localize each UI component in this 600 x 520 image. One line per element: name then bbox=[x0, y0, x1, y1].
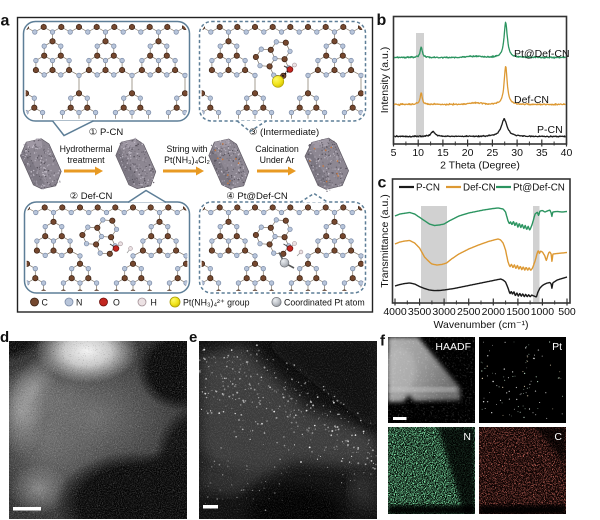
svg-text:Under Ar: Under Ar bbox=[260, 155, 295, 165]
svg-text:Wavenumber (cm⁻¹): Wavenumber (cm⁻¹) bbox=[434, 319, 529, 331]
svg-text:Pt(NH₃)₄²⁺ group: Pt(NH₃)₄²⁺ group bbox=[183, 298, 250, 308]
svg-text:25: 25 bbox=[487, 147, 499, 159]
svg-text:Pt: Pt bbox=[552, 341, 562, 353]
svg-text:Intensity (a.u.): Intensity (a.u.) bbox=[379, 47, 391, 114]
svg-text:2500: 2500 bbox=[457, 306, 481, 318]
svg-text:Pt@Def-CN: Pt@Def-CN bbox=[513, 183, 565, 194]
svg-text:3500: 3500 bbox=[408, 306, 432, 318]
svg-text:15: 15 bbox=[437, 147, 449, 159]
svg-text:2000: 2000 bbox=[482, 306, 506, 318]
svg-text:String with: String with bbox=[166, 144, 207, 154]
svg-text:4000: 4000 bbox=[383, 306, 407, 318]
svg-text:10: 10 bbox=[412, 147, 424, 159]
svg-text:c: c bbox=[378, 175, 387, 192]
svg-text:N: N bbox=[76, 298, 82, 308]
svg-text:b: b bbox=[377, 12, 387, 29]
svg-text:3000: 3000 bbox=[432, 306, 456, 318]
svg-text:treatment: treatment bbox=[67, 155, 105, 165]
svg-text:C: C bbox=[42, 298, 49, 308]
svg-text:Coordinated Pt atom: Coordinated Pt atom bbox=[284, 298, 365, 308]
svg-text:40: 40 bbox=[561, 147, 573, 159]
svg-text:Def-CN: Def-CN bbox=[463, 183, 496, 194]
svg-text:Pt(NH₃)₄Cl₂: Pt(NH₃)₄Cl₂ bbox=[164, 155, 210, 165]
svg-text:① P-CN: ① P-CN bbox=[89, 127, 124, 138]
svg-text:P-CN: P-CN bbox=[416, 183, 440, 194]
svg-text:Def-CN: Def-CN bbox=[514, 94, 549, 106]
svg-text:Calcination: Calcination bbox=[255, 144, 299, 154]
svg-text:③ (Intermediate): ③ (Intermediate) bbox=[249, 127, 319, 138]
svg-text:500: 500 bbox=[558, 306, 576, 318]
svg-text:C: C bbox=[554, 431, 562, 443]
svg-text:HAADF: HAADF bbox=[435, 341, 471, 353]
svg-text:2 Theta (Degree): 2 Theta (Degree) bbox=[440, 160, 520, 172]
svg-text:② Def-CN: ② Def-CN bbox=[70, 191, 113, 202]
svg-text:a: a bbox=[1, 13, 10, 30]
svg-text:30: 30 bbox=[511, 147, 523, 159]
svg-text:1500: 1500 bbox=[506, 306, 530, 318]
svg-text:Hydrothermal: Hydrothermal bbox=[60, 144, 113, 154]
svg-text:H: H bbox=[151, 298, 157, 308]
svg-text:P-CN: P-CN bbox=[537, 124, 563, 136]
svg-text:5: 5 bbox=[391, 147, 397, 159]
svg-text:f: f bbox=[380, 333, 386, 350]
svg-text:O: O bbox=[113, 298, 120, 308]
svg-text:Transmittance (a.u.): Transmittance (a.u.) bbox=[379, 194, 391, 288]
svg-text:④ Pt@Def-CN: ④ Pt@Def-CN bbox=[226, 191, 288, 202]
svg-text:20: 20 bbox=[462, 147, 474, 159]
svg-text:1000: 1000 bbox=[531, 306, 555, 318]
svg-text:35: 35 bbox=[536, 147, 548, 159]
svg-text:N: N bbox=[463, 431, 471, 443]
svg-text:Pt@Def-CN: Pt@Def-CN bbox=[514, 48, 570, 60]
